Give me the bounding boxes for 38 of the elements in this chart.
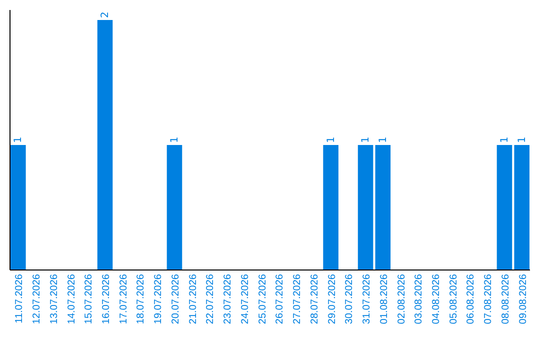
x-tick-label: 16.07.2026 (101, 274, 112, 324)
data-label: 1 (360, 136, 372, 143)
data-label: 1 (499, 136, 510, 143)
x-tick-label: 11.07.2026 (14, 274, 26, 324)
x-tick-label: 18.07.2026 (136, 274, 147, 324)
x-tick-label: 09.08.2026 (518, 274, 529, 324)
data-label: 1 (378, 136, 389, 143)
x-tick-label: 21.07.2026 (188, 274, 199, 324)
x-tick-label: 23.07.2026 (222, 274, 234, 324)
x-tick-label: 19.07.2026 (153, 274, 164, 324)
x-tick-label: 06.08.2026 (466, 274, 477, 324)
x-tick-label: 05.08.2026 (448, 274, 460, 324)
x-tick-label: 20.07.2026 (170, 274, 182, 324)
x-tick-label: 02.08.2026 (396, 274, 408, 324)
x-tick-label: 31.07.2026 (362, 274, 373, 324)
x-tick-label: 26.07.2026 (274, 274, 286, 324)
data-label: 2 (100, 12, 112, 18)
x-tick-label: 29.07.2026 (326, 274, 338, 324)
x-tick-label: 14.07.2026 (66, 274, 78, 324)
x-tick-label: 25.07.2026 (257, 274, 268, 324)
x-tick-label: 13.07.2026 (48, 274, 60, 324)
x-tick-label: 04.08.2026 (430, 274, 442, 324)
x-tick-label: 12.07.2026 (32, 274, 43, 324)
x-tick-label: 27.07.2026 (292, 274, 304, 324)
data-label: 1 (169, 136, 180, 143)
x-tick-label: 17.07.2026 (118, 274, 130, 324)
x-tick-label: 07.08.2026 (483, 274, 494, 324)
x-tick-label: 01.08.2026 (378, 274, 390, 324)
data-label: 1 (326, 136, 337, 143)
x-tick-label: 30.07.2026 (344, 274, 356, 324)
x-tick-label: 24.07.2026 (240, 274, 251, 324)
data-label: 1 (13, 136, 24, 143)
x-tick-label: 03.08.2026 (414, 274, 425, 324)
x-tick-label: 22.07.2026 (205, 274, 216, 324)
data-label: 1 (516, 136, 528, 143)
x-tick-label: 15.07.2026 (84, 274, 95, 324)
x-tick-label: 08.08.2026 (500, 274, 512, 324)
x-tick-label: 28.07.2026 (309, 274, 320, 324)
